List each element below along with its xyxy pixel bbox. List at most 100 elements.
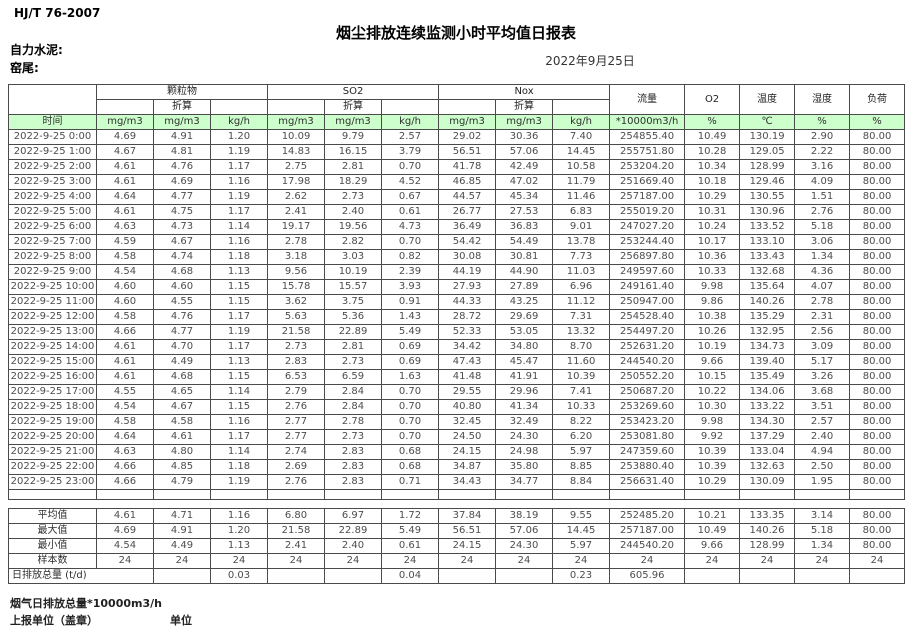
value-cell: 44.90: [495, 264, 554, 280]
report-title: 烟尘排放连续监测小时平均值日报表: [335, 24, 576, 42]
time-cell: 2022-9-25 10:00: [8, 279, 97, 295]
value-cell: 4.67: [153, 399, 211, 415]
value-cell: 4.61: [96, 204, 154, 220]
summary-row: 样本数 24 24 24 24 24 24 24 24 24 24 24 24 24 24: [8, 553, 905, 569]
value-cell: 4.66: [96, 474, 154, 490]
value-cell: 0.70: [381, 414, 440, 430]
summary-label: 样本数: [8, 553, 97, 569]
value-cell: [684, 568, 740, 584]
value-cell: 4.61: [96, 369, 154, 385]
value-cell: 133.22: [739, 399, 796, 415]
time-cell: 2022-9-25 9:00: [8, 264, 97, 280]
header-group-row: 颗粒物 SO2 Nox 流量 O2 温度 湿度 负荷: [8, 84, 906, 115]
value-cell: 254497.20: [609, 324, 686, 340]
value-cell: 2.77: [267, 429, 326, 445]
value-cell: 135.29: [739, 309, 796, 325]
value-cell: 80.00: [849, 414, 906, 430]
blank-cell: [267, 99, 326, 115]
value-cell: 2.75: [267, 159, 326, 175]
value-cell: 249161.40: [609, 279, 686, 295]
hour-row: 2022-9-25 11:00 4.60 4.55 1.15 3.62 3.75 0.91 4…: [8, 294, 906, 310]
value-cell: 130.09: [739, 474, 796, 490]
value-cell: 34.42: [438, 339, 497, 355]
value-cell: 29.96: [495, 384, 554, 400]
value-cell: 135.49: [739, 369, 796, 385]
unit-cell: mg/m3: [495, 114, 554, 130]
value-cell: 10.19: [324, 264, 383, 280]
value-cell: 2.78: [267, 234, 326, 250]
converted-label-pm: 折算: [153, 99, 211, 115]
blank-cell: [381, 99, 440, 115]
value-cell: 10.39: [684, 444, 741, 460]
value-cell: 3.03: [324, 249, 383, 265]
value-cell: 4.75: [153, 204, 211, 220]
value-cell: 4.77: [153, 189, 211, 205]
time-head-blank: [8, 84, 97, 115]
value-cell: 250552.20: [609, 369, 686, 385]
value-cell: 34.43: [438, 474, 497, 490]
value-cell: 4.60: [153, 279, 211, 295]
hour-rows: 2022-9-25 0:00 4.69 4.91 1.20 10.09 9.79 2.57 2…: [8, 129, 906, 500]
value-cell: 133.43: [739, 249, 796, 265]
reporting-unit-label: 上报单位（盖章）: [10, 614, 98, 627]
value-cell: 4.76: [153, 309, 211, 325]
value-cell: 9.55: [552, 508, 610, 524]
value-cell: 80.00: [849, 189, 906, 205]
summary-table: 平均值 4.61 4.71 1.16 6.80 6.97 1.72 37.84 38.19 9.5…: [8, 508, 905, 584]
value-cell: 8.22: [552, 414, 611, 430]
value-cell: 0.68: [381, 459, 440, 475]
value-cell: 19.56: [324, 219, 383, 235]
value-cell: 47.43: [438, 354, 497, 370]
value-cell: 9.01: [552, 219, 611, 235]
summary-label: 最小值: [8, 538, 97, 554]
hour-row: 2022-9-25 14:00 4.61 4.70 1.17 2.73 2.81 0.69 3…: [8, 339, 906, 355]
value-cell: 15.57: [324, 279, 383, 295]
value-cell: 2.56: [794, 324, 851, 340]
value-cell: 2.84: [324, 399, 383, 415]
unit-cell: %: [684, 114, 741, 130]
value-cell: 0.91: [381, 294, 440, 310]
value-cell: 129.05: [739, 144, 796, 160]
value-cell: 9.79: [324, 129, 383, 145]
value-cell: 10.36: [684, 249, 741, 265]
value-cell: 1.17: [209, 339, 269, 355]
unit-cell: mg/m3: [267, 114, 326, 130]
value-cell: 0.70: [381, 234, 440, 250]
value-cell: 24: [684, 553, 740, 569]
value-cell: 137.29: [739, 429, 796, 445]
value-cell: 605.96: [609, 568, 685, 584]
value-cell: 4.49: [153, 354, 211, 370]
value-cell: 14.45: [552, 144, 611, 160]
value-cell: 4.67: [153, 234, 211, 250]
main-table: 颗粒物 SO2 Nox 流量 O2 温度 湿度 负荷 折算 折算: [8, 84, 906, 500]
value-cell: 10.19: [684, 339, 741, 355]
value-cell: 1.17: [209, 159, 269, 175]
value-cell: 0.70: [381, 384, 440, 400]
value-cell: 10.24: [684, 219, 741, 235]
value-cell: 56.51: [438, 144, 497, 160]
value-cell: 43.25: [495, 294, 554, 310]
value-cell: 6.59: [324, 369, 383, 385]
value-cell: 3.14: [794, 508, 850, 524]
value-cell: 4.77: [153, 324, 211, 340]
converted-label-nox: 折算: [495, 99, 554, 115]
value-cell: 22.89: [324, 324, 383, 340]
group-so2: SO2: [267, 84, 440, 100]
report-date: 2022年9月25日: [545, 54, 635, 68]
value-cell: 80.00: [849, 324, 906, 340]
value-cell: 1.63: [381, 369, 440, 385]
value-cell: 3.79: [381, 144, 440, 160]
value-cell: 1.14: [209, 444, 269, 460]
value-cell: 9.92: [684, 429, 741, 445]
value-cell: 1.20: [209, 129, 269, 145]
value-cell: 134.73: [739, 339, 796, 355]
time-cell: 2022-9-25 17:00: [8, 384, 97, 400]
value-cell: 2.40: [324, 204, 383, 220]
value-cell: 130.55: [739, 189, 796, 205]
value-cell: 11.46: [552, 189, 611, 205]
value-cell: 1.43: [381, 309, 440, 325]
value-cell: 6.80: [267, 508, 325, 524]
time-cell: 2022-9-25 20:00: [8, 429, 97, 445]
value-cell: 21.58: [267, 523, 325, 539]
